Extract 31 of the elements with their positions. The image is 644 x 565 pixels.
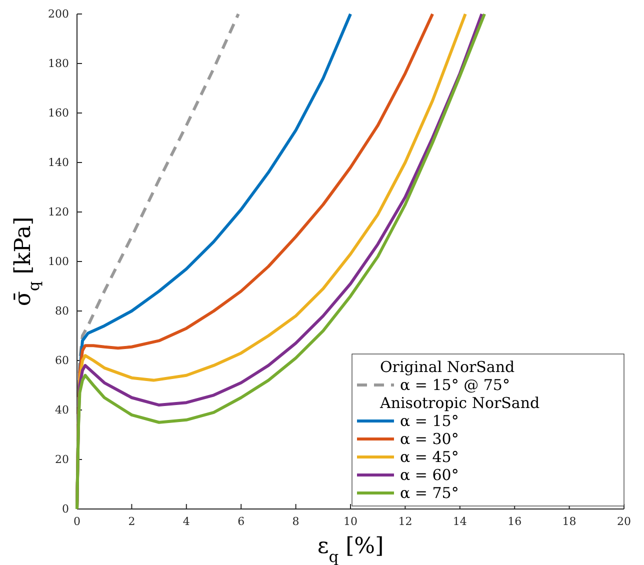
x-tick-label: 0: [74, 514, 80, 528]
y-tick-label: 60: [55, 354, 69, 368]
y-tick-label: 200: [48, 8, 69, 21]
legend-label: α = 75°: [400, 484, 459, 502]
legend-label: α = 15° @ 75°: [400, 376, 510, 394]
x-tick-label: 2: [128, 514, 136, 528]
y-tick-label: 120: [48, 206, 69, 219]
legend-label: α = 15°: [400, 412, 459, 430]
y-tick-label: 140: [48, 156, 69, 170]
y-tick-label: 20: [55, 453, 69, 466]
y-tick-label: 180: [48, 57, 69, 70]
x-tick-label: 10: [344, 514, 358, 528]
y-tick-label: 160: [48, 106, 69, 120]
x-tick-label: 8: [292, 514, 300, 528]
legend-title: Original NorSand: [380, 358, 516, 376]
legend-label: α = 30°: [400, 430, 459, 448]
annotation: Anisotropic NorSand: [379, 394, 540, 412]
x-tick-label: 4: [182, 514, 190, 528]
x-tick-label: 18: [562, 514, 576, 528]
x-tick-label: 20: [617, 514, 631, 528]
x-tick-label: 14: [452, 514, 467, 528]
y-tick-label: 0: [62, 502, 69, 516]
y-tick-label: 80: [55, 304, 69, 318]
y-tick-label: 100: [48, 255, 69, 268]
x-tick-label: 12: [398, 514, 412, 528]
x-axis-title: ε$_{q}$ [%]: [317, 534, 384, 565]
y-tick-label: 40: [55, 404, 69, 417]
x-tick-label: 6: [238, 514, 245, 528]
legend-label: α = 60°: [400, 466, 459, 484]
x-tick-label: 16: [508, 514, 522, 528]
legend-label: α = 45°: [400, 448, 459, 466]
